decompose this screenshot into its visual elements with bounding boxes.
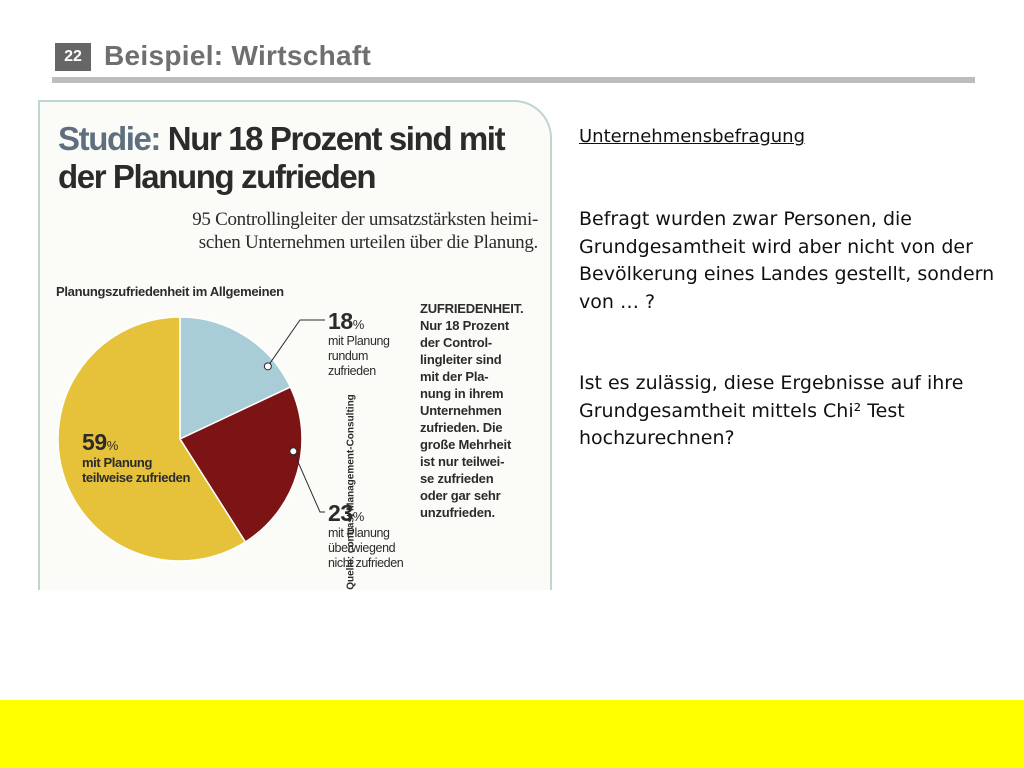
- data-label-desc: mit Planung rundum zufrieden: [328, 334, 390, 378]
- leader-line-23: [292, 451, 325, 513]
- headline-line2: der Planung zufrieden: [58, 158, 377, 195]
- data-label-desc: mit Planung überwiegend nicht zufrieden: [328, 526, 404, 570]
- slide-number: 22: [55, 43, 91, 71]
- section-heading: Unternehmensbefragung: [579, 126, 806, 147]
- pie-slice-23: [178, 386, 303, 544]
- title-divider: [52, 77, 975, 83]
- data-label-unit: %: [352, 317, 365, 332]
- data-label-59: 59% mit Planung teilweise zufrieden: [82, 430, 190, 485]
- headline-prefix: Studie:: [58, 120, 161, 157]
- data-label-value: 23: [328, 500, 353, 526]
- subheadline-line2: schen Unternehmen urteilen über die Plan…: [198, 232, 539, 253]
- data-label-unit: %: [106, 438, 119, 453]
- data-label-value: 18: [328, 308, 353, 334]
- paragraph-question-chi-square: Ist es zulässig, diese Ergebnisse auf ih…: [579, 372, 964, 449]
- data-label-23: 23% mit Planung überwiegend nicht zufrie…: [328, 500, 404, 571]
- subheadline-line1: 95 Controllingleiter der umsatzstärksten…: [192, 209, 538, 230]
- slide-title: Beispiel: Wirtschaft: [104, 40, 372, 71]
- newspaper-clipping: Studie: Nur 18 Prozent sind mit der Plan…: [38, 100, 552, 590]
- footer-bar: [0, 700, 1024, 768]
- leader-marker-18: [263, 362, 272, 371]
- source-note: Quelle: contrast Management-Consulting: [345, 394, 357, 590]
- pie-chart: [57, 316, 325, 562]
- leader-line-18: [267, 319, 325, 367]
- data-label-value: 59: [82, 429, 107, 455]
- clipping-headline: Studie: Nur 18 Prozent sind mit der Plan…: [58, 120, 506, 196]
- data-label-desc: mit Planung teilweise zufrieden: [82, 455, 190, 485]
- pie-slice-18: [179, 316, 292, 441]
- chart-label: Planungszufriedenheit im Allgemeinen: [56, 284, 284, 299]
- paragraph-question-population: Befragt wurden zwar Personen, die Grundg…: [579, 208, 995, 313]
- leader-marker-23: [289, 447, 298, 456]
- sidebar-text: ZUFRIEDENHEIT. Nur 18 Prozent der Contro…: [420, 301, 524, 520]
- clipping-subheadline: 95 Controllingleiter der umsatzstärksten…: [118, 208, 538, 254]
- headline-line1: Nur 18 Prozent sind mit: [160, 120, 506, 157]
- pie-slice-59: [57, 316, 247, 562]
- data-label-unit: %: [352, 509, 365, 524]
- data-label-18: 18% mit Planung rundum zufrieden: [328, 309, 390, 379]
